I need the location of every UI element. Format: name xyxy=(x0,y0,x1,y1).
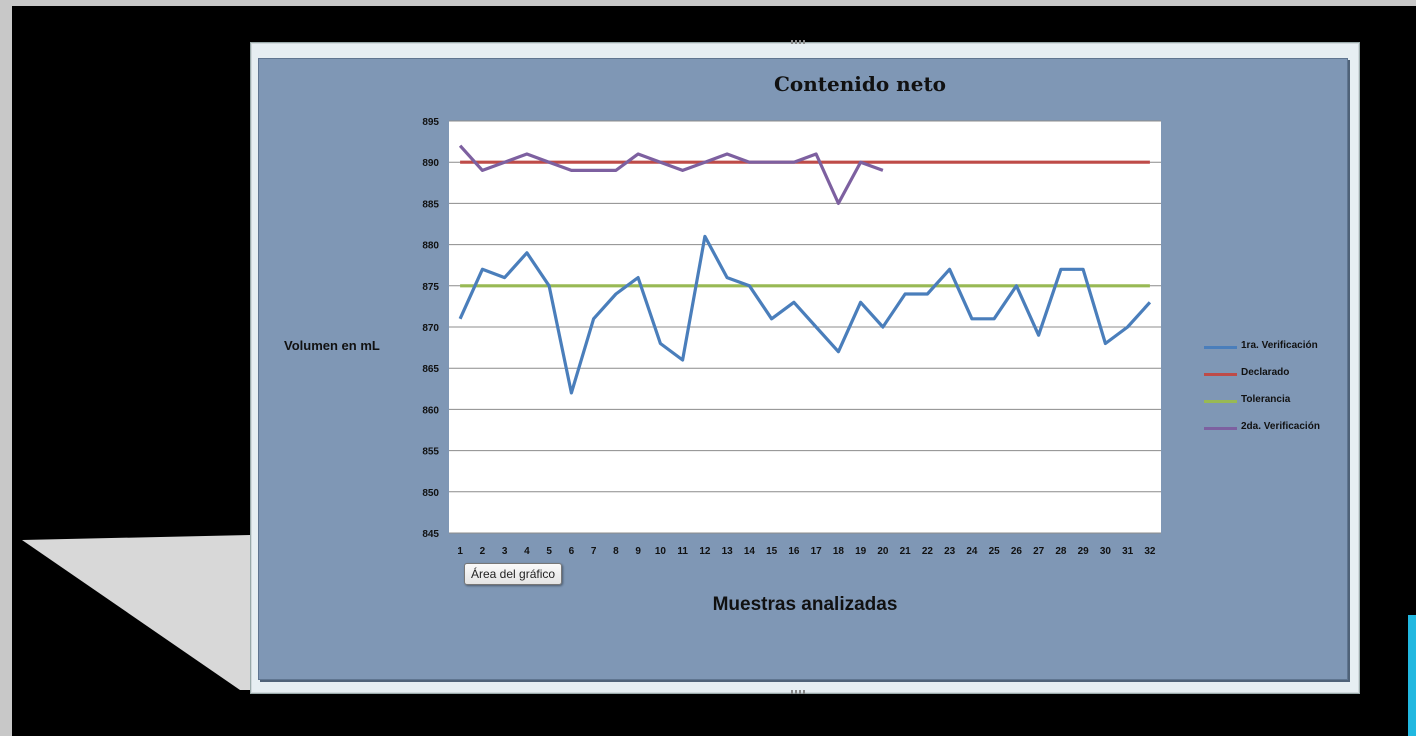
legend-label: 2da. Verificación xyxy=(1241,421,1320,432)
y-tick-label: 860 xyxy=(422,405,439,416)
y-tick-label: 845 xyxy=(422,529,439,540)
x-tick-label: 29 xyxy=(1078,546,1090,557)
x-tick-label: 13 xyxy=(722,546,734,557)
legend-label: 1ra. Verificación xyxy=(1241,340,1318,351)
x-tick-label: 19 xyxy=(855,546,867,557)
x-tick-label: 22 xyxy=(922,546,934,557)
background-strip-top xyxy=(0,0,1416,6)
x-axis-label: Muestras analizadas xyxy=(712,594,898,615)
legend-item[interactable]: 2da. Verificación xyxy=(1204,419,1344,446)
legend-swatch xyxy=(1204,400,1237,403)
y-tick-label: 865 xyxy=(422,364,439,375)
legend-swatch xyxy=(1204,427,1237,430)
x-tick-label: 10 xyxy=(655,546,667,557)
legend-item[interactable]: Tolerancia xyxy=(1204,392,1344,419)
y-tick-label: 885 xyxy=(422,199,439,210)
y-tick-label: 870 xyxy=(422,323,439,334)
y-tick-label: 850 xyxy=(422,488,439,499)
y-tick-label: 895 xyxy=(422,117,439,128)
legend-label: Declarado xyxy=(1241,367,1290,378)
legend-swatch xyxy=(1204,373,1237,376)
y-tick-label: 890 xyxy=(422,158,439,169)
y-tick-label: 880 xyxy=(422,241,439,252)
x-tick-label: 21 xyxy=(900,546,912,557)
x-tick-label: 20 xyxy=(877,546,889,557)
accent-bar xyxy=(1408,615,1416,736)
x-tick-label: 26 xyxy=(1011,546,1023,557)
legend-swatch xyxy=(1204,346,1237,349)
x-tick-label: 30 xyxy=(1100,546,1112,557)
x-tick-label: 11 xyxy=(677,546,688,557)
x-tick-label: 6 xyxy=(569,546,575,557)
x-tick-label: 25 xyxy=(989,546,1001,557)
x-tick-label: 12 xyxy=(699,546,711,557)
x-tick-label: 27 xyxy=(1033,546,1045,557)
x-tick-label: 9 xyxy=(635,546,641,557)
x-tick-label: 1 xyxy=(457,546,463,557)
y-tick-label: 855 xyxy=(422,447,439,458)
legend-item[interactable]: 1ra. Verificación xyxy=(1204,338,1344,365)
background-strip-left xyxy=(0,0,12,736)
legend-label: Tolerancia xyxy=(1241,394,1291,405)
x-tick-label: 3 xyxy=(502,546,508,557)
x-tick-label: 16 xyxy=(788,546,800,557)
chart-title: Contenido neto xyxy=(773,72,947,96)
resize-handle-bottom[interactable] xyxy=(791,690,805,694)
x-tick-label: 28 xyxy=(1055,546,1067,557)
y-tick-label: 875 xyxy=(422,282,439,293)
x-tick-label: 32 xyxy=(1144,546,1156,557)
chart-legend[interactable]: 1ra. Verificación Declarado Tolerancia 2da.… xyxy=(1204,338,1344,446)
series-line-1[interactable] xyxy=(458,234,1152,395)
x-tick-label: 4 xyxy=(524,546,530,557)
resize-handle-top[interactable] xyxy=(791,40,805,44)
series-line-4[interactable] xyxy=(458,144,884,205)
x-tick-label: 15 xyxy=(766,546,778,557)
x-tick-label: 18 xyxy=(833,546,845,557)
y-axis-label: Volumen en mL xyxy=(284,338,380,353)
x-tick-label: 17 xyxy=(811,546,823,557)
legend-item[interactable]: Declarado xyxy=(1204,365,1344,392)
chart-area-tooltip: Área del gráfico xyxy=(464,563,563,585)
x-tick-label: 24 xyxy=(966,546,978,557)
x-tick-label: 5 xyxy=(546,546,552,557)
x-tick-label: 23 xyxy=(944,546,956,557)
x-tick-label: 7 xyxy=(591,546,597,557)
x-tick-label: 8 xyxy=(613,546,619,557)
x-tick-label: 31 xyxy=(1122,546,1134,557)
x-tick-label: 14 xyxy=(744,546,756,557)
x-tick-label: 2 xyxy=(480,546,486,557)
